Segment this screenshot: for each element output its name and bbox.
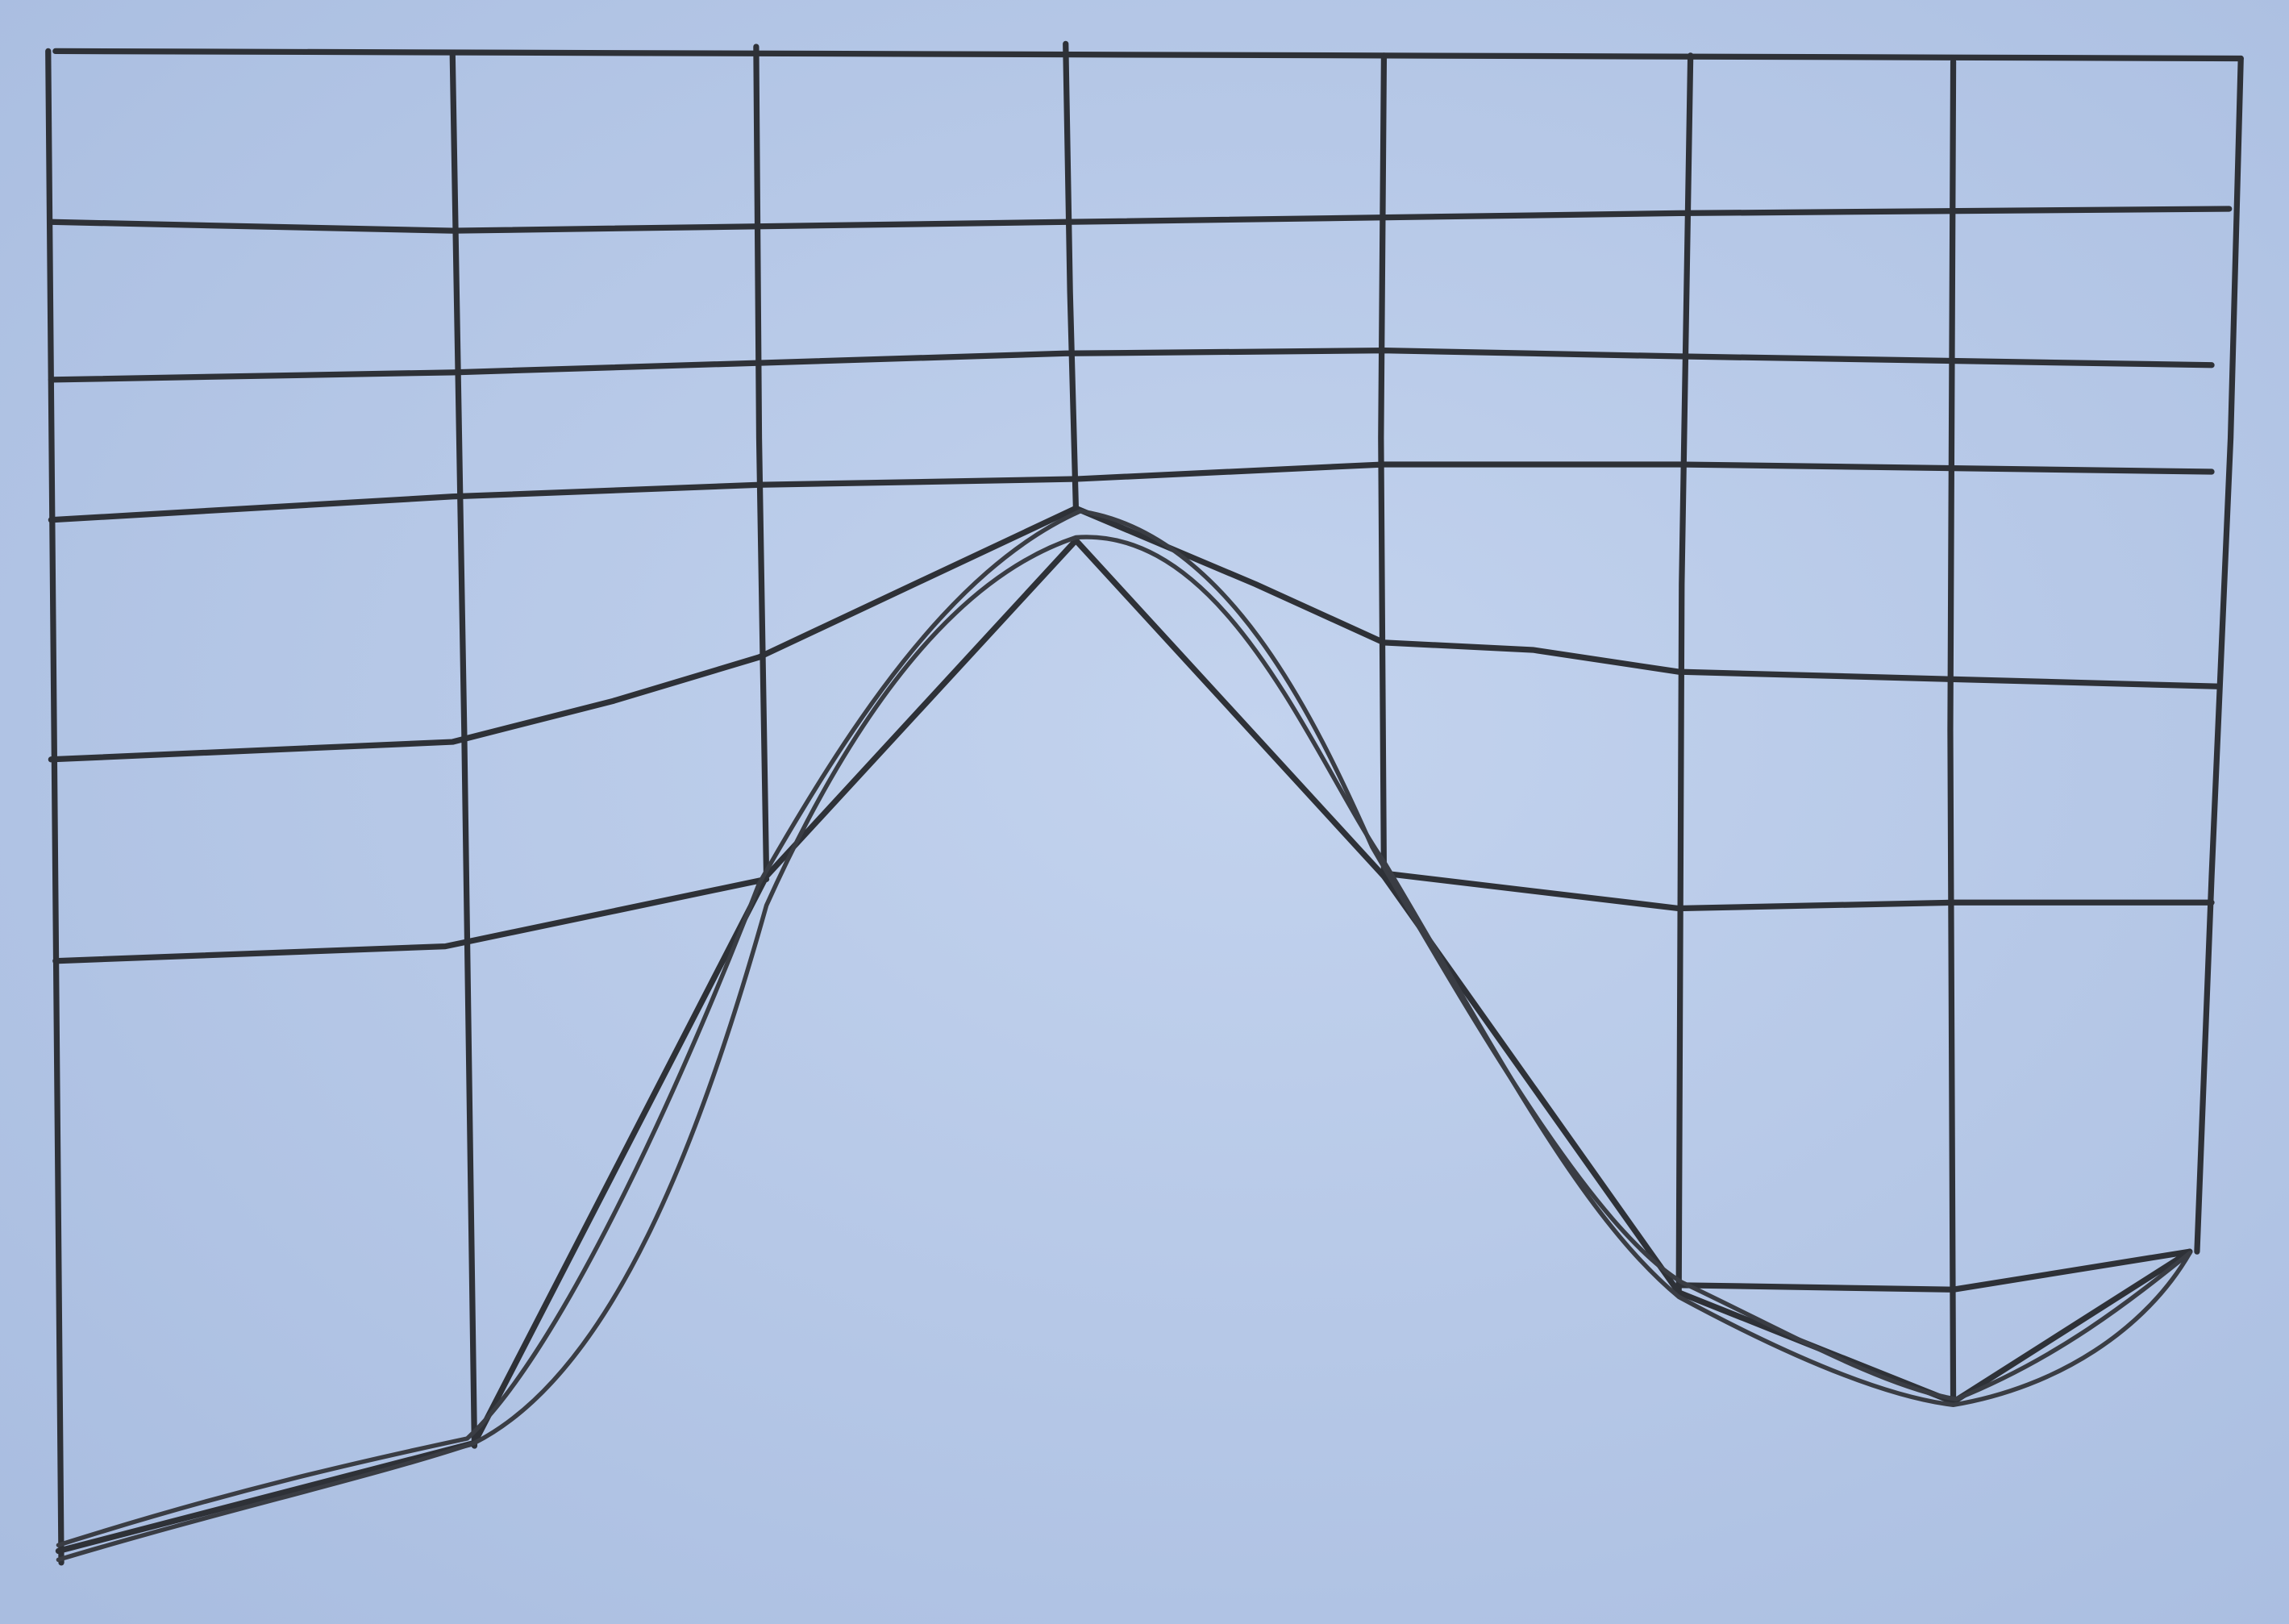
right-line <box>2194 55 2244 1255</box>
horizontal-line <box>48 348 2215 383</box>
vertical-line <box>449 52 478 1449</box>
horizontal-line <box>48 206 2233 234</box>
left-line <box>45 48 65 1566</box>
horizontal-line <box>52 876 770 964</box>
curve <box>56 535 2192 1563</box>
curve <box>56 509 2192 1547</box>
grid-drawing <box>45 40 2244 1566</box>
straight-polyline <box>55 537 2193 1555</box>
horizontal-line <box>1380 870 2215 912</box>
top-line <box>52 48 2244 62</box>
horizontal-line <box>48 461 2215 523</box>
vertical-line <box>1063 40 1080 511</box>
horizontal-line <box>1675 1248 2193 1293</box>
vertical-line <box>753 44 770 880</box>
vertical-line <box>1378 52 1388 880</box>
vertical-line <box>1947 58 1957 1405</box>
vertical-line <box>1675 52 1694 1296</box>
